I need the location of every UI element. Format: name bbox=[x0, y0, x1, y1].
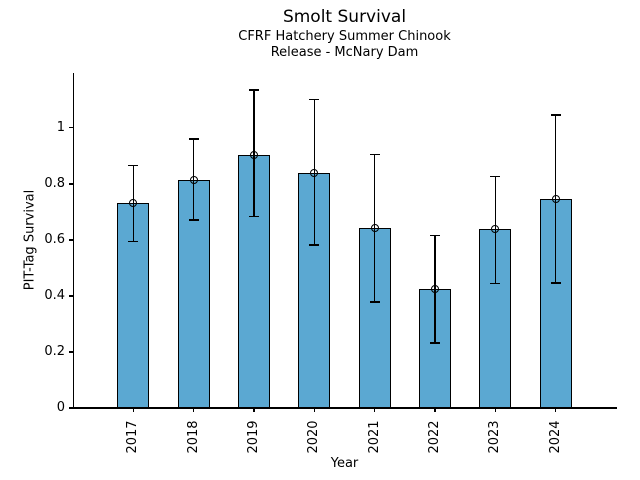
y-tick bbox=[69, 183, 73, 185]
x-tick bbox=[374, 408, 376, 412]
point-marker-2022 bbox=[431, 285, 439, 294]
x-tick-label-2022: 2022 bbox=[427, 420, 442, 454]
y-tick bbox=[69, 295, 73, 297]
plot-area: 0 0.2 0.4 0.6 0.8 1 2017 2018 2019 2020 2021 2022 20… bbox=[44, 73, 617, 454]
y-tick-label: 0.4 bbox=[44, 287, 65, 303]
y-tick bbox=[69, 407, 73, 409]
y-tick-label: 0 bbox=[56, 400, 65, 415]
y-tick-label: 0.6 bbox=[44, 231, 65, 247]
error-cap-top-2022 bbox=[430, 234, 440, 237]
x-tick-label-2023: 2023 bbox=[487, 420, 503, 454]
error-cap-top-2024 bbox=[550, 114, 561, 116]
error-cap-top-2020 bbox=[309, 98, 320, 101]
x-tick-label-2021: 2021 bbox=[366, 420, 382, 454]
point-marker-2019 bbox=[250, 150, 258, 159]
x-tick-label-2018: 2018 bbox=[185, 420, 201, 454]
y-tick bbox=[69, 351, 73, 353]
error-cap-top-2019 bbox=[249, 89, 259, 91]
x-tick bbox=[434, 408, 436, 412]
x-axis-spine bbox=[73, 407, 617, 409]
point-marker-2018 bbox=[189, 176, 198, 185]
x-axis-label: Year bbox=[330, 456, 359, 471]
error-cap-top-2017 bbox=[128, 164, 139, 167]
x-tick bbox=[494, 408, 496, 412]
chart-subtitle-line1: CFRF Hatchery Summer Chinook bbox=[238, 29, 451, 44]
x-tick bbox=[193, 408, 195, 412]
error-cap-bottom-2021 bbox=[369, 301, 380, 303]
y-tick-label: 1 bbox=[56, 119, 65, 135]
y-tick-label: 0.2 bbox=[44, 343, 65, 359]
x-tick-label-2019: 2019 bbox=[246, 420, 261, 454]
x-tick bbox=[313, 408, 315, 412]
x-tick-label-2024: 2024 bbox=[547, 420, 563, 454]
error-cap-bottom-2023 bbox=[490, 282, 501, 285]
error-cap-bottom-2024 bbox=[550, 282, 561, 284]
error-cap-top-2021 bbox=[369, 153, 380, 156]
chart-title: Smolt Survival bbox=[282, 7, 407, 27]
point-marker-2023 bbox=[491, 225, 500, 234]
error-cap-bottom-2020 bbox=[309, 244, 320, 246]
x-tick-label-2017: 2017 bbox=[125, 420, 141, 454]
error-cap-bottom-2018 bbox=[188, 219, 199, 221]
error-cap-bottom-2022 bbox=[430, 341, 440, 344]
error-cap-bottom-2017 bbox=[128, 240, 139, 243]
point-marker-2021 bbox=[370, 224, 379, 233]
error-cap-bottom-2019 bbox=[249, 215, 259, 218]
y-tick bbox=[69, 239, 73, 241]
x-tick-label-2020: 2020 bbox=[306, 420, 322, 454]
error-cap-top-2018 bbox=[188, 138, 199, 140]
point-marker-2024 bbox=[551, 195, 560, 204]
chart-subtitle-line2: Release - McNary Dam bbox=[270, 45, 419, 60]
x-tick bbox=[132, 408, 134, 412]
point-marker-2020 bbox=[310, 168, 319, 177]
x-tick bbox=[555, 408, 557, 412]
error-cap-top-2023 bbox=[490, 175, 501, 178]
point-marker-2017 bbox=[129, 198, 138, 207]
y-axis-spine bbox=[73, 73, 75, 409]
x-tick bbox=[253, 408, 255, 412]
y-tick-label: 0.8 bbox=[44, 175, 65, 191]
y-tick bbox=[69, 127, 73, 129]
